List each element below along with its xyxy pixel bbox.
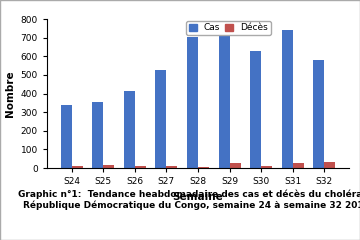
- Legend: Cas, Décès: Cas, Décès: [186, 21, 271, 35]
- Bar: [124, 91, 135, 168]
- Bar: [324, 162, 336, 168]
- Bar: [156, 70, 166, 168]
- X-axis label: Semaine: Semaine: [173, 192, 223, 202]
- Bar: [103, 165, 114, 168]
- Bar: [219, 29, 230, 168]
- Text: Graphic n°1:  Tendance heabdomadaire des cas et décès du choléra en
République D: Graphic n°1: Tendance heabdomadaire des …: [18, 190, 360, 210]
- Bar: [313, 60, 324, 168]
- Bar: [250, 51, 261, 168]
- Bar: [187, 37, 198, 168]
- Bar: [60, 105, 72, 168]
- Bar: [166, 166, 177, 168]
- Bar: [293, 163, 304, 168]
- Bar: [72, 166, 83, 168]
- Bar: [92, 102, 103, 168]
- Y-axis label: Nombre: Nombre: [5, 70, 15, 117]
- Bar: [135, 166, 146, 168]
- Bar: [230, 163, 240, 168]
- Bar: [198, 167, 209, 168]
- Bar: [261, 166, 272, 168]
- Bar: [282, 30, 293, 168]
